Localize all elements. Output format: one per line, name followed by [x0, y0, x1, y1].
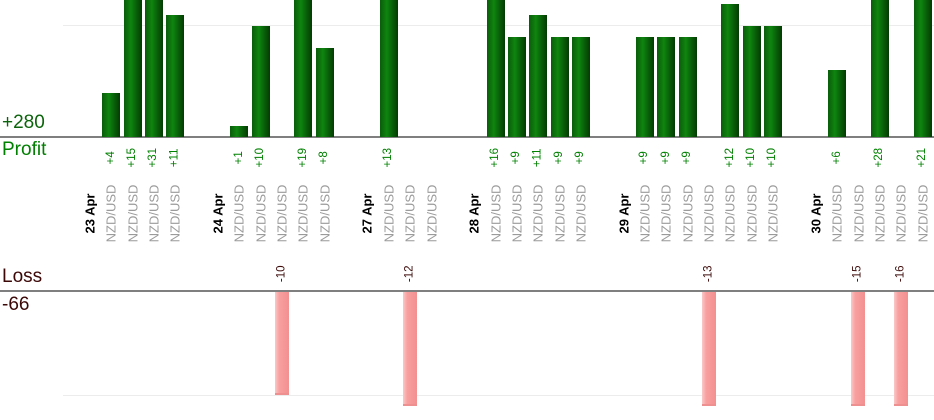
profit-value-label: +8: [317, 151, 330, 165]
loss-value-label: -12: [403, 265, 416, 282]
category-instrument-label: NZD/USD: [402, 184, 418, 242]
profit-value-label: +6: [830, 151, 843, 165]
category-instrument-label: NZD/USD: [765, 184, 781, 242]
category-instrument-label: NZD/USD: [552, 184, 568, 242]
profit-bar[interactable]: [379, 0, 398, 137]
category-instrument-label: NZD/USD: [744, 184, 760, 242]
profit-bar[interactable]: [529, 14, 548, 137]
category-instrument-label: NZD/USD: [381, 184, 397, 242]
profit-value-label: +19: [296, 148, 309, 168]
profit-value-label: +28: [873, 148, 886, 168]
profit-value-label: +9: [510, 151, 523, 165]
category-instrument-label: NZD/USD: [915, 184, 930, 242]
profit-bar[interactable]: [657, 37, 676, 137]
category-instrument-label: NZD/USD: [103, 184, 119, 242]
category-date-label: 23 Apr: [82, 193, 98, 233]
loss-bar[interactable]: [275, 292, 289, 395]
category-date-label: 24 Apr: [210, 193, 226, 233]
profit-value-label: +15: [125, 148, 138, 168]
category-date-label: 29 Apr: [616, 193, 632, 233]
profit-value-label: +9: [638, 151, 651, 165]
profit-bar[interactable]: [828, 70, 847, 137]
category-date-label: 30 Apr: [808, 193, 824, 233]
profit-bar[interactable]: [913, 0, 932, 137]
category-instrument-label: NZD/USD: [573, 184, 589, 242]
profit-value-label: +9: [552, 151, 565, 165]
profit-value-label: +11: [168, 148, 181, 168]
profit-total-label: +280: [2, 112, 45, 133]
profit-value-label: +9: [574, 151, 587, 165]
category-instrument-label: NZD/USD: [423, 184, 439, 242]
profit-bar[interactable]: [144, 0, 163, 137]
category-instrument-label: NZD/USD: [146, 184, 162, 242]
loss-axis-line: [0, 290, 934, 292]
category-instrument-label: NZD/USD: [274, 184, 290, 242]
profit-bar[interactable]: [678, 37, 697, 137]
profit-bar[interactable]: [166, 14, 185, 137]
profit-bar[interactable]: [721, 3, 740, 137]
category-instrument-label: NZD/USD: [295, 184, 311, 242]
profit-value-label: +4: [104, 151, 117, 165]
profit-bar[interactable]: [102, 92, 121, 137]
loss-bar[interactable]: [403, 292, 418, 406]
profit-bar[interactable]: [635, 37, 654, 137]
category-date-label: 27 Apr: [359, 193, 375, 233]
profit-value-label: +16: [488, 148, 501, 168]
category-instrument-label: NZD/USD: [231, 184, 247, 242]
category-instrument-label: NZD/USD: [509, 184, 525, 242]
loss-bar[interactable]: [851, 292, 866, 406]
loss-value-label: -15: [851, 265, 864, 282]
category-instrument-label: NZD/USD: [680, 184, 696, 242]
loss-total-label: -66: [2, 294, 30, 315]
category-instrument-label: NZD/USD: [317, 184, 333, 242]
profit-bar[interactable]: [486, 0, 505, 137]
profit-value-label: +10: [253, 148, 266, 168]
category-instrument-label: NZD/USD: [125, 184, 141, 242]
profit-value-label: +11: [531, 148, 544, 168]
profit-bar[interactable]: [870, 0, 889, 137]
loss-bar[interactable]: [702, 292, 716, 406]
loss-axis-title: Loss: [2, 266, 43, 287]
profit-bar[interactable]: [550, 37, 569, 137]
loss-value-label: -13: [702, 265, 715, 282]
category-instrument-label: NZD/USD: [850, 184, 866, 242]
profit-bar[interactable]: [742, 26, 761, 137]
profit-value-label: +12: [723, 148, 736, 168]
profit-value-label: +10: [766, 148, 779, 168]
profit-bar[interactable]: [764, 26, 783, 137]
category-instrument-label: NZD/USD: [829, 184, 845, 242]
profit-bar[interactable]: [251, 26, 270, 137]
loss-value-label: -16: [894, 265, 907, 282]
profit-bar[interactable]: [230, 125, 249, 137]
profit-bar[interactable]: [507, 37, 526, 137]
profit-bar[interactable]: [123, 0, 142, 137]
category-instrument-label: NZD/USD: [530, 184, 546, 242]
profit-axis-line: [0, 136, 934, 138]
loss-bar[interactable]: [894, 292, 909, 406]
profit-value-label: +9: [680, 151, 693, 165]
category-date-label: 28 Apr: [466, 193, 482, 233]
category-instrument-label: NZD/USD: [637, 184, 653, 242]
profit-bar[interactable]: [294, 0, 313, 137]
profit-bar[interactable]: [315, 48, 334, 137]
category-instrument-label: NZD/USD: [658, 184, 674, 242]
category-instrument-label: NZD/USD: [167, 184, 183, 242]
category-instrument-label: NZD/USD: [701, 184, 717, 242]
category-instrument-label: NZD/USD: [488, 184, 503, 242]
loss-value-label: -10: [275, 265, 288, 282]
category-instrument-label: NZD/USD: [872, 184, 888, 242]
profit-axis-title: Profit: [2, 139, 47, 160]
category-instrument-label: NZD/USD: [253, 184, 269, 242]
profit-value-label: +13: [382, 148, 395, 168]
category-instrument-label: NZD/USD: [722, 184, 738, 242]
loss-gridline: [63, 395, 934, 396]
profit-value-label: +21: [915, 148, 928, 168]
profit-value-label: +9: [659, 151, 672, 165]
profit-bar[interactable]: [571, 37, 590, 137]
profit-value-label: +1: [232, 151, 245, 165]
profit-value-label: +31: [147, 148, 160, 168]
category-instrument-label: NZD/USD: [893, 184, 909, 242]
profit-value-label: +10: [744, 148, 757, 168]
